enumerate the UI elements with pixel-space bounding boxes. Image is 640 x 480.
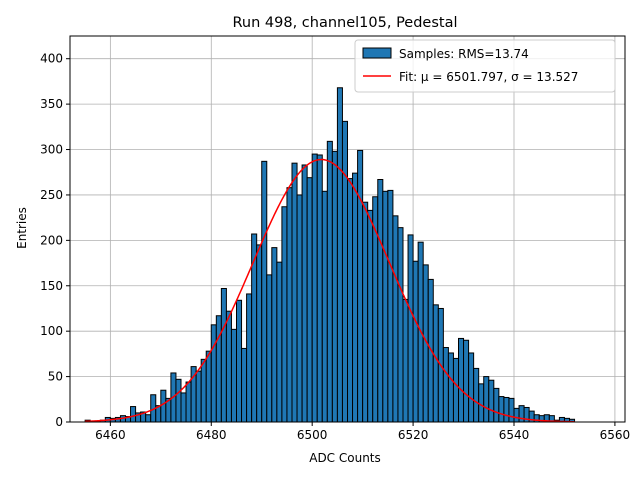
- histogram-bar: [347, 178, 354, 423]
- histogram-bar: [215, 315, 222, 423]
- histogram-bar: [160, 389, 167, 423]
- histogram-bar: [180, 392, 187, 423]
- histogram-bar: [447, 352, 454, 423]
- histogram-bar: [145, 414, 152, 423]
- histogram-bar: [452, 357, 460, 423]
- histogram-bar: [392, 215, 399, 423]
- histogram-bar: [175, 378, 182, 423]
- histogram-bar: [498, 396, 505, 423]
- axes-frame: [69, 35, 626, 423]
- histogram-bar: [432, 304, 439, 423]
- legend-label-fit: Fit: μ = 6501.797, σ = 13.527: [399, 70, 578, 84]
- histogram-bar: [458, 337, 465, 423]
- fit-curve: [85, 158, 575, 423]
- histogram-bar: [468, 352, 475, 423]
- histogram-bar: [291, 162, 298, 423]
- chart-title: Run 498, channel105, Pedestal: [232, 15, 457, 31]
- histogram-bar: [225, 310, 232, 423]
- histogram-bar: [387, 189, 394, 423]
- x-tick-label: 6520: [398, 428, 429, 442]
- x-axis-ticks: 6460 6480 6500 6520 6540 6560: [95, 422, 630, 442]
- histogram-bar: [331, 150, 338, 423]
- x-tick-label: 6460: [95, 428, 126, 442]
- histogram-bar: [271, 247, 278, 423]
- y-tick-label: 50: [48, 370, 63, 384]
- histogram-bar: [205, 350, 212, 423]
- histogram-bar: [185, 381, 192, 423]
- histogram-bar: [321, 190, 328, 423]
- y-axis-ticks: 0 50 100 150 200 250 300 350 400: [40, 52, 70, 429]
- histogram-bar: [246, 293, 253, 423]
- histogram-bar: [261, 160, 268, 423]
- histogram-bar: [503, 396, 510, 423]
- histogram-bar: [130, 406, 137, 423]
- y-tick-label: 150: [40, 279, 63, 293]
- histogram-bar: [488, 379, 495, 423]
- histogram-bar: [442, 347, 449, 423]
- histogram-bar: [336, 87, 343, 423]
- histogram-bar: [402, 298, 409, 423]
- x-tick-label: 6540: [499, 428, 530, 442]
- legend-box: [354, 39, 616, 93]
- histogram-bar: [296, 194, 303, 423]
- histogram-bar: [195, 370, 202, 423]
- histogram-bar: [483, 376, 490, 423]
- histogram-bar: [352, 172, 359, 423]
- histogram-bar: [513, 407, 520, 423]
- histogram-bar: [241, 347, 248, 423]
- y-axis-label: Entries: [15, 207, 29, 249]
- histogram-bar: [200, 358, 207, 423]
- histogram-bar: [236, 299, 243, 423]
- y-tick-label: 350: [40, 97, 63, 111]
- histogram-bar: [518, 405, 525, 423]
- histogram-bar: [341, 120, 349, 423]
- histogram-bar: [301, 164, 308, 423]
- histogram-bar: [478, 383, 485, 423]
- legend: Samples: RMS=13.74 Fit: μ = 6501.797, σ …: [354, 39, 616, 93]
- histogram-bar: [251, 233, 258, 423]
- histogram-bar: [382, 190, 389, 423]
- histogram-bar: [286, 187, 293, 423]
- histogram-bar: [256, 244, 263, 423]
- histogram-bar: [508, 397, 515, 423]
- histogram-bar: [407, 234, 414, 423]
- histogram-bar: [362, 201, 369, 423]
- histogram-bar: [326, 140, 333, 423]
- y-tick-label: 250: [40, 188, 63, 202]
- y-tick-label: 400: [40, 52, 63, 66]
- x-tick-label: 6480: [196, 428, 227, 442]
- histogram-bar: [463, 339, 470, 423]
- histogram-bar: [367, 209, 374, 423]
- histogram-bar: [230, 328, 237, 423]
- y-tick-label: 200: [40, 233, 63, 247]
- histogram-bar: [266, 274, 273, 423]
- histogram-bar: [377, 179, 384, 423]
- x-tick-label: 6560: [600, 428, 631, 442]
- x-axis-label: ADC Counts: [309, 451, 381, 465]
- histogram-bar: [316, 154, 323, 423]
- legend-patch-samples: [362, 47, 392, 59]
- histogram-bar: [412, 260, 419, 423]
- histogram-bar: [311, 153, 318, 423]
- histogram-bar: [493, 387, 500, 423]
- histogram-bar: [397, 227, 404, 423]
- y-tick-label: 300: [40, 143, 63, 157]
- histogram-bar: [306, 177, 313, 423]
- y-tick-label: 100: [40, 324, 63, 338]
- x-tick-label: 6500: [297, 428, 328, 442]
- histogram-bar: [210, 324, 217, 423]
- legend-label-samples: Samples: RMS=13.74: [399, 47, 529, 61]
- histogram-bar: [276, 261, 283, 423]
- histogram-bar: [281, 206, 288, 423]
- histogram-bar: [473, 367, 480, 423]
- y-tick-label: 0: [55, 415, 63, 429]
- histogram-bar: [357, 149, 364, 423]
- histogram-bar: [220, 287, 227, 423]
